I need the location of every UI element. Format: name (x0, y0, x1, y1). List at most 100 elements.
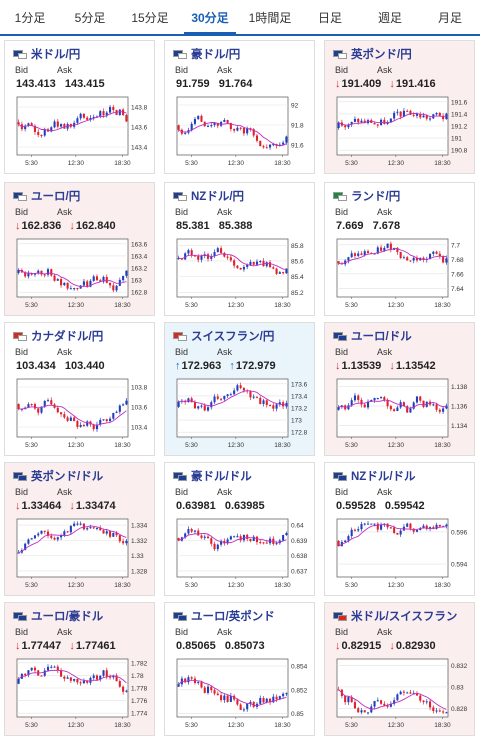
x-tick-label: 12:30 (388, 160, 405, 167)
candle-body (223, 252, 226, 257)
price-chart[interactable]: 173.6 173.4 173.2 173 172.8 5:30 12:30 18:30 (171, 377, 314, 451)
candle-body (63, 124, 66, 129)
tab-1[interactable]: 5分足 (74, 10, 106, 25)
candle-body (187, 398, 190, 403)
currency-pair-link[interactable]: ユーロ/英ポンド (191, 611, 275, 623)
price-chart[interactable]: 92 91.8 91.6 5:30 12:30 18:30 (171, 95, 314, 169)
candle-body (33, 404, 37, 409)
tab-0[interactable]: 1分足 (14, 10, 46, 25)
candle-body (396, 532, 399, 535)
rate-card[interactable]: ユーロ/英ポンド Bid Ask 0.85065 0.85073 0.854 0.… (164, 602, 315, 736)
candle-body (76, 523, 79, 525)
x-tick-label: 18:30 (434, 442, 451, 449)
rate-card[interactable]: NZドル/ドル Bid Ask 0.59528 0.59542 0.596 0.5… (324, 462, 475, 596)
candle-body (17, 404, 20, 409)
candle-body (386, 400, 389, 407)
currency-pair-link[interactable]: ユーロ/円 (31, 191, 81, 203)
currency-pair-link[interactable]: 英ポンド/ドル (31, 471, 104, 483)
card-header: 米ドル/スイスフラン (333, 609, 457, 623)
moving-average-line (338, 689, 447, 710)
candle-body (99, 280, 102, 282)
currency-pair-link[interactable]: ユーロ/ドル (351, 331, 412, 343)
candle-body (187, 250, 190, 254)
price-chart[interactable]: 0.64 0.639 0.638 0.637 5:30 12:30 18:30 (171, 517, 314, 591)
rate-card[interactable]: 米ドル/スイスフラン Bid Ask ↓0.82915 ↓0.82930 0.8… (324, 602, 475, 736)
candle-body (190, 123, 193, 131)
tab-4[interactable]: 1時間足 (248, 10, 292, 25)
price-chart[interactable]: 1.138 1.136 1.134 5:30 12:30 18:30 (331, 377, 474, 451)
rate-card[interactable]: 豪ドル/ドル Bid Ask 0.63981 0.63985 0.64 0.639… (164, 462, 315, 596)
candle-body (53, 275, 56, 281)
tab-5[interactable]: 日足 (317, 10, 342, 25)
currency-pair-link[interactable]: 豪ドル/ドル (191, 471, 252, 483)
rate-card[interactable]: 米ドル/円 Bid Ask 143.413 143.415 143.8 143.6… (4, 40, 155, 174)
currency-pair-link[interactable]: ユーロ/豪ドル (31, 611, 104, 623)
candle-body (268, 405, 272, 407)
tab-6[interactable]: 週足 (377, 10, 402, 25)
price-chart[interactable]: 1.334 1.332 1.33 1.328 5:30 12:30 18:30 (11, 517, 154, 591)
candle-body (415, 114, 419, 116)
currency-pair-link[interactable]: NZドル/ドル (351, 471, 416, 483)
rate-card[interactable]: ユーロ/ドル Bid Ask ↓1.13539 ↓1.13542 1.138 1.… (324, 322, 475, 456)
candle-body (242, 266, 245, 270)
price-chart[interactable]: 191.6 191.4 191.2 191 190.8 5:30 12:30 18:30 (331, 95, 474, 169)
tab-2[interactable]: 15分足 (131, 10, 169, 25)
currency-pair-link[interactable]: 英ポンド/円 (351, 49, 412, 61)
candle-body (412, 402, 415, 409)
currency-pair-link[interactable]: ランド/円 (351, 191, 401, 203)
candle-body (20, 408, 23, 410)
currency-pair-link[interactable]: 米ドル/スイスフラン (351, 611, 458, 623)
candle-body (360, 400, 363, 405)
candle-body (82, 424, 85, 426)
candle-body (285, 533, 288, 536)
currency-pair-link[interactable]: カナダドル/円 (31, 331, 104, 343)
y-tick-label: 103.4 (131, 425, 148, 432)
rate-card[interactable]: カナダドル/円 Bid Ask 103.434 103.440 103.8 103… (4, 322, 155, 456)
candle-body (82, 281, 85, 286)
candle-body (184, 533, 187, 538)
rate-card[interactable]: ユーロ/円 Bid Ask ↓162.836 ↓162.840 163.6 163… (4, 182, 155, 316)
currency-pair-link[interactable]: NZドル/円 (191, 191, 245, 203)
rate-card[interactable]: ランド/円 Bid Ask 7.669 7.678 7.7 7.68 7.66 7.6… (324, 182, 475, 316)
price-chart[interactable]: 7.7 7.68 7.66 7.64 5:30 12:30 18:30 (331, 237, 474, 311)
price-chart[interactable]: 0.832 0.83 0.828 5:30 12:30 18:30 (331, 657, 474, 731)
x-tick-label: 5:30 (185, 302, 198, 309)
rate-card[interactable]: 豪ドル/円 Bid Ask 91.759 91.764 92 91.8 91.6 5:… (164, 40, 315, 174)
candle-body (347, 696, 350, 703)
currency-pair-link[interactable]: 米ドル/円 (31, 49, 81, 61)
candle-body (79, 424, 82, 427)
candle-body (46, 666, 50, 671)
tab-3[interactable]: 30分足 (180, 0, 240, 36)
price-chart[interactable]: 143.8 143.6 143.4 5:30 12:30 18:30 (11, 95, 154, 169)
price-chart[interactable]: 0.854 0.852 0.85 5:30 12:30 18:30 (171, 657, 314, 731)
candle-body (428, 527, 432, 530)
price-chart[interactable]: 163.6 163.4 163.2 163 162.8 5:30 12:30 18:30 (11, 237, 154, 311)
price-chart[interactable]: 103.8 103.6 103.4 5:30 12:30 18:30 (11, 377, 154, 451)
candle-body (79, 523, 82, 525)
price-chart[interactable]: 85.8 85.6 85.4 85.2 5:30 12:30 18:30 (171, 237, 314, 311)
candle-body (82, 523, 85, 530)
candle-body (63, 531, 66, 535)
tab-7[interactable]: 月足 (437, 10, 462, 25)
candle-body (53, 537, 56, 540)
candle-body (184, 678, 187, 683)
rate-card[interactable]: ユーロ/豪ドル Bid Ask ↓1.77447 ↓1.77461 1.782 1… (4, 602, 155, 736)
plot-area (176, 658, 289, 718)
rate-card[interactable]: 英ポンド/円 Bid Ask ↓191.409 ↓191.416 191.6 19… (324, 40, 475, 174)
currency-pair-link[interactable]: スイスフラン/円 (191, 331, 275, 343)
candlestick-chart: 1.334 1.332 1.33 1.328 5:30 12:30 18:30 (16, 518, 148, 589)
candle-body (53, 121, 56, 128)
candle-body (60, 124, 63, 127)
candle-body (353, 529, 357, 531)
x-tick-label: 12:30 (388, 722, 405, 729)
rate-card[interactable]: 英ポンド/ドル Bid Ask ↓1.33464 ↓1.33474 1.334 1… (4, 462, 155, 596)
price-chart[interactable]: 0.596 0.594 5:30 12:30 18:30 (331, 517, 474, 591)
rate-card[interactable]: NZドル/円 Bid Ask 85.381 85.388 85.8 85.6 85.… (164, 182, 315, 316)
rate-card[interactable]: スイスフラン/円 Bid Ask ↑172.963 ↑172.979 173.6… (164, 322, 315, 456)
price-chart[interactable]: 1.782 1.78 1.778 1.776 1.774 5:30 12:30 18:30 (11, 657, 154, 731)
candle-body (125, 115, 128, 122)
y-tick-label: 190.8 (451, 148, 468, 155)
candle-body (442, 115, 445, 120)
candle-body (236, 385, 239, 391)
currency-pair-link[interactable]: 豪ドル/円 (191, 49, 241, 61)
